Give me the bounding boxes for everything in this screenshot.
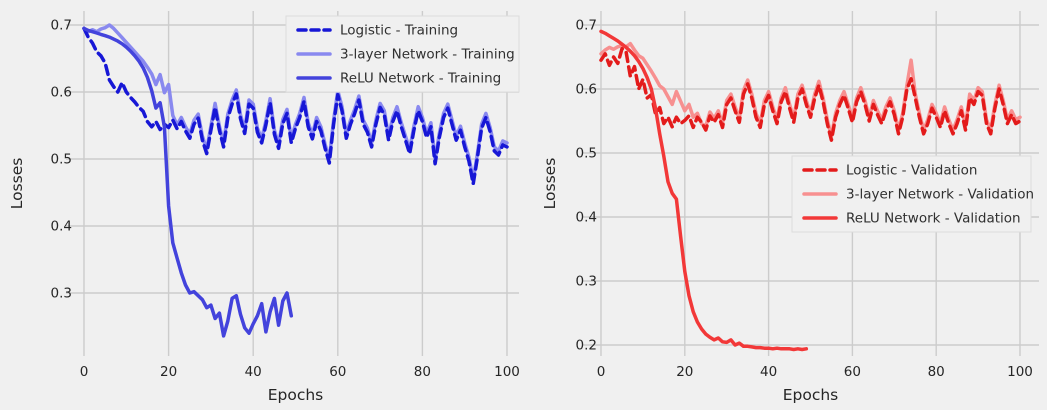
legend: Logistic - Training 3-layer Network - Tra…	[285, 15, 520, 93]
y-tick-label: 0.7	[576, 18, 597, 34]
series-lines	[599, 29, 1022, 352]
x-tick-label: 60	[329, 364, 346, 380]
y-tick-label: 0.2	[576, 338, 597, 354]
line-logistic-training	[82, 26, 509, 186]
validation-loss-chart: 0 20 40 60 80 100 0.2 0.3 0.4 0.5 0.6 0.7 Epochs Loss…	[523, 0, 1047, 410]
y-tick-label: 0.4	[576, 210, 597, 226]
series-lines	[82, 23, 509, 338]
training-loss-chart: 0 20 40 60 80 100 0.3 0.4 0.5 0.6 0.7 Epochs Losses L…	[0, 0, 523, 410]
x-tick-label: 40	[760, 364, 777, 380]
legend: Logistic - Validation 3-layer Network - V…	[791, 155, 1034, 233]
x-tick-label: 100	[494, 364, 520, 380]
legend-entry-label: 3-layer Network - Training	[340, 47, 515, 63]
y-tick-label: 0.6	[51, 85, 72, 101]
line-relu-network-validation	[599, 29, 809, 352]
x-tick-label: 40	[245, 364, 262, 380]
y-axis-label: Losses	[8, 158, 26, 210]
tick-labels: 0 20 40 60 80 100 0.2 0.3 0.4 0.5 0.6 0.7	[576, 18, 1033, 381]
x-tick-label: 20	[160, 364, 177, 380]
tick-labels: 0 20 40 60 80 100 0.3 0.4 0.5 0.6 0.7	[51, 18, 520, 381]
y-tick-label: 0.4	[51, 219, 72, 235]
y-tick-label: 0.5	[576, 146, 597, 162]
y-tick-label: 0.6	[576, 82, 597, 98]
legend-entry-label: 3-layer Network - Validation	[846, 187, 1034, 203]
line-logistic-validation	[599, 46, 1022, 142]
x-tick-label: 80	[414, 364, 431, 380]
x-axis-label: Epochs	[268, 386, 324, 404]
line-relu-network-training	[82, 26, 294, 338]
x-tick-label: 0	[597, 364, 606, 380]
x-tick-label: 80	[928, 364, 945, 380]
y-tick-label: 0.3	[576, 274, 597, 290]
y-tick-label: 0.3	[51, 286, 72, 302]
y-axis-label: Losses	[541, 158, 559, 210]
x-axis-label: Epochs	[783, 386, 839, 404]
x-tick-label: 20	[676, 364, 693, 380]
x-tick-label: 0	[80, 364, 89, 380]
legend-entry-label: Logistic - Validation	[846, 163, 977, 179]
legend-entry-label: Logistic - Training	[340, 23, 458, 39]
x-tick-label: 60	[844, 364, 861, 380]
legend-entry-label: ReLU Network - Training	[340, 71, 501, 87]
validation-loss-plot: 0 20 40 60 80 100 0.2 0.3 0.4 0.5 0.6 0.7 Epochs Loss…	[541, 11, 1039, 404]
y-tick-label: 0.5	[51, 152, 72, 168]
x-tick-label: 100	[1007, 364, 1033, 380]
legend-entry-label: ReLU Network - Validation	[846, 211, 1021, 227]
training-loss-plot: 0 20 40 60 80 100 0.3 0.4 0.5 0.6 0.7 Epochs Losses L…	[8, 11, 520, 404]
y-tick-label: 0.7	[51, 18, 72, 34]
